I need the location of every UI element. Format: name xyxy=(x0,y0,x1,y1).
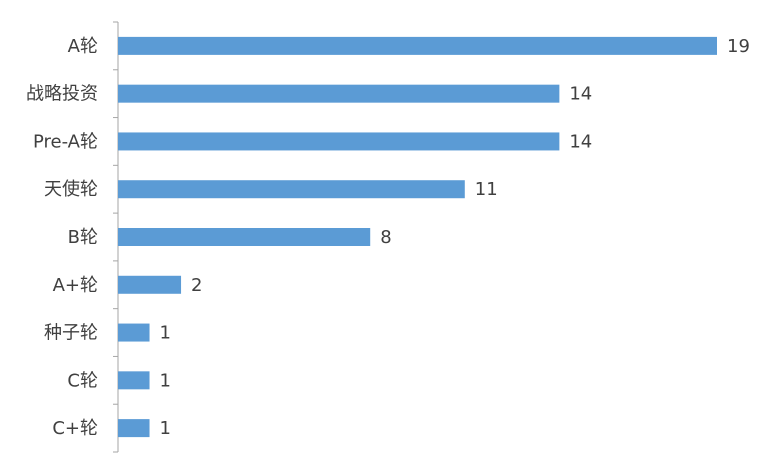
bar xyxy=(118,371,150,390)
y-tick-label: B轮 xyxy=(68,227,98,248)
data-label: 1 xyxy=(160,370,171,391)
data-label: 19 xyxy=(727,36,750,57)
y-tick-label: A轮 xyxy=(68,36,98,57)
data-label: 1 xyxy=(160,323,171,344)
bar xyxy=(118,419,150,438)
y-tick-label: C轮 xyxy=(67,370,98,391)
y-tick-label: 天使轮 xyxy=(44,179,98,200)
bar xyxy=(118,84,560,103)
data-label: 1 xyxy=(160,418,171,439)
bar xyxy=(118,36,717,55)
data-label: 2 xyxy=(191,275,202,296)
y-tick-label: 战略投资 xyxy=(26,84,98,105)
y-tick-label: 种子轮 xyxy=(44,323,98,344)
bar xyxy=(118,275,182,294)
bar xyxy=(118,132,560,151)
y-tick-label: C+轮 xyxy=(52,418,98,439)
data-label: 14 xyxy=(569,84,592,105)
bar xyxy=(118,228,371,246)
bar xyxy=(118,323,150,342)
data-label: 11 xyxy=(475,179,498,200)
y-tick-label: A+轮 xyxy=(53,275,98,296)
y-tick-label: Pre-A轮 xyxy=(33,131,98,152)
bar xyxy=(118,180,465,199)
data-label: 8 xyxy=(380,227,391,248)
data-label: 14 xyxy=(569,131,592,152)
